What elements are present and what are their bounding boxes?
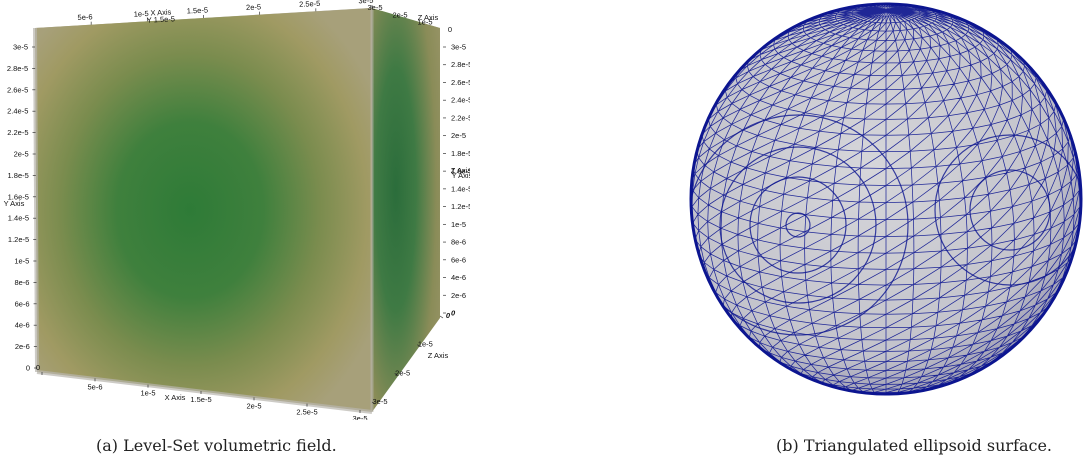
- bottom-z-tick-mark: [371, 401, 376, 405]
- bottom-z-tick-label: 3e-5: [372, 397, 387, 406]
- bottom-x-tick-label: 3e-5: [352, 414, 367, 420]
- left-y-tick-label: 1.2e-5: [8, 235, 29, 244]
- top-x-tick-label: 1.5e-5: [187, 5, 209, 15]
- right-y-tick-label: 4e-6: [451, 273, 466, 282]
- caption-a: (a) Level-Set volumetric field.: [96, 436, 337, 455]
- level-set-cube-render: 5e-6 1e-5 1.5e-5 2e-5 2.5e-5 3e-53e-52e-51e-5…: [4, 0, 473, 423]
- right-y-tick-label: 2e-6: [451, 291, 466, 300]
- right-y-tick-label: 0: [451, 309, 456, 318]
- left-y-tick-label: 2.2e-5: [7, 128, 28, 137]
- top-x-tick-label: 1e-5: [133, 9, 148, 19]
- ellipsoid-outline: [689, 2, 1083, 396]
- right-y-tick-label: 8e-6: [451, 238, 466, 247]
- right-y-tick-label: 6e-6: [451, 255, 466, 264]
- bottom-z-tick-label: 1e-5: [418, 340, 433, 349]
- bottom-z-tick-label: 0: [446, 311, 451, 320]
- right-y-tick-label: 3e-5: [451, 43, 466, 52]
- caption-b: (b) Triangulated ellipsoid surface.: [776, 436, 1053, 455]
- left-y-tick-label: 6e-6: [15, 299, 30, 308]
- left-y-tick-label: 1e-5: [14, 257, 29, 266]
- bottom-z-tick-mark: [417, 344, 421, 347]
- bottom-z-tick-label: 2e-5: [395, 368, 410, 377]
- bottom-x-tick-label: 1e-5: [140, 389, 155, 398]
- top-z-tick-label: 3e-5: [367, 3, 382, 12]
- bottom-x-tick-label: 2e-5: [246, 401, 261, 410]
- top-x-axis-label: X Axis: [150, 7, 172, 17]
- mesh-ring: [785, 212, 811, 238]
- left-y-tick-label: 1.8e-5: [8, 171, 29, 180]
- left-y-tick-label: 3e-5: [13, 43, 28, 52]
- top-y-overlay-label: Y 1.5e-5: [147, 14, 176, 24]
- right-y-tick-label: 1e-5: [451, 220, 466, 229]
- level-set-figure: 5e-6 1e-5 1.5e-5 2e-5 2.5e-5 3e-5 3e-5 2e-5 1e-5…: [0, 0, 473, 423]
- ellipsoid-figure: [680, 0, 1092, 410]
- mesh-ring: [969, 169, 1051, 251]
- top-z-axis-label: Z Axis: [418, 13, 439, 22]
- bottom-x-tick-label: 2.5e-5: [296, 408, 317, 417]
- right-y-tick-label: 2e-5: [451, 131, 466, 140]
- cube-side-face: [372, 8, 440, 412]
- right-y-axis-label: Y Axis: [452, 171, 470, 180]
- right-y-tick-label: 1.2e-5: [451, 202, 470, 211]
- triangulated-ellipsoid-render: [689, 2, 1083, 396]
- top-x-tick-label: 2e-5: [246, 2, 261, 12]
- right-z-axis-label-top: Z Axis: [451, 166, 470, 175]
- bottom-x-tick-label: 1.5e-5: [190, 395, 211, 404]
- left-y-tick-label: 1.4e-5: [8, 214, 29, 223]
- bottom-z-tick-mark: [394, 373, 398, 376]
- top-z-tick-label: 1e-5: [417, 18, 432, 27]
- left-y-tick-label: 2.8e-5: [7, 64, 28, 73]
- bottom-z-tick-mark: [439, 315, 444, 319]
- triangle-mesh: [690, 3, 1082, 395]
- left-y-tick-label: 4e-6: [15, 321, 30, 330]
- right-y-tick-label: 1.6e-5: [451, 167, 470, 176]
- mesh-ring: [690, 114, 909, 336]
- left-y-tick-label: 2e-6: [15, 342, 30, 351]
- top-x-tick-label: 5e-6: [77, 12, 92, 22]
- left-y-tick-label: 1.6e-5: [8, 192, 29, 201]
- cube-front-face: [35, 8, 372, 412]
- top-z-tick-label: 2e-5: [392, 10, 407, 19]
- right-y-tick-label: 2.6e-5: [451, 78, 470, 87]
- left-y-tick-label: 8e-6: [14, 278, 29, 287]
- left-y-axis-label: Y Axis: [4, 199, 25, 208]
- top-x-tick-label: 3e-5: [358, 0, 373, 5]
- top-x-tick-label: 2.5e-5: [299, 0, 321, 9]
- left-y-tick-label: 0: [26, 364, 30, 373]
- right-y-tick-label: 1.8e-5: [451, 149, 470, 158]
- right-y-tick-label: 1.4e-5: [451, 184, 470, 193]
- right-y-tick-label: 2.4e-5: [451, 96, 470, 105]
- bottom-z-axis-label: Z Axis: [428, 351, 449, 360]
- top-z-tick-label: 0: [448, 25, 452, 34]
- left-y-tick-label: 2e-5: [14, 150, 29, 159]
- left-y-tick-label: 2.4e-5: [7, 107, 28, 116]
- right-y-tick-label: 2.8e-5: [451, 60, 470, 69]
- bottom-x-tick-label: 5e-6: [87, 382, 102, 391]
- mesh-ring: [934, 134, 1082, 286]
- left-y-tick-label: 2.6e-5: [7, 85, 28, 94]
- axis-ticks: 5e-6 1e-5 1.5e-5 2e-5 2.5e-5 3e-53e-52e-51e-5…: [7, 0, 472, 423]
- mesh-ring: [719, 146, 877, 304]
- bottom-x-tick-label: 0: [36, 363, 40, 372]
- right-y-tick-label: 2.2e-5: [451, 113, 470, 122]
- mesh-ring: [749, 176, 847, 274]
- bottom-x-axis-label: X Axis: [165, 393, 186, 402]
